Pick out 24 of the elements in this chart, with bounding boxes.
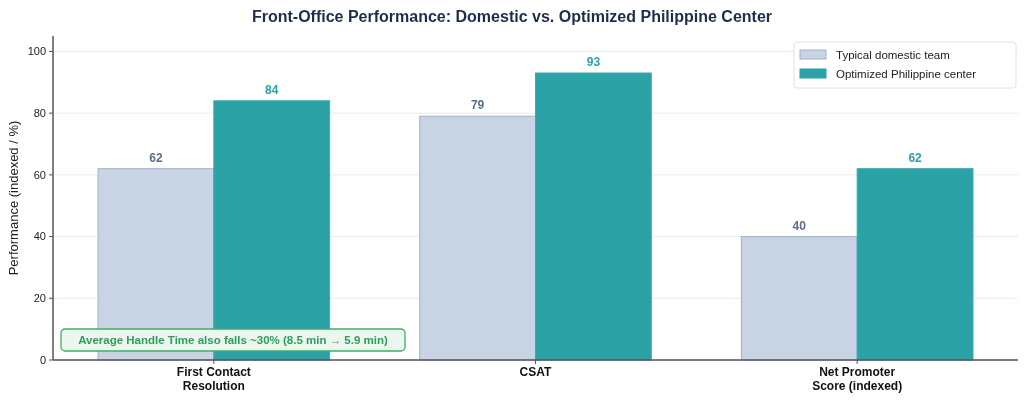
bar (856, 168, 974, 361)
data-label: 84 (265, 82, 279, 97)
x-tick-label: Net Promoter Score (indexed) (812, 365, 903, 393)
data-label: 62 (908, 150, 923, 165)
x-tick-label: CSAT (519, 365, 553, 379)
y-tick-label: 40 (33, 230, 46, 243)
bar (419, 115, 536, 361)
y-tick-label: 60 (33, 168, 46, 181)
y-tick-label: 20 (33, 292, 46, 305)
y-tick-label: 0 (39, 353, 46, 366)
bar (740, 236, 858, 361)
chart-title: Front-Office Performance: Domestic vs. Optimized Philippine Center (251, 8, 773, 25)
data-label: 93 (586, 55, 601, 70)
data-label: 62 (149, 150, 163, 165)
legend-label: Optimized Philippine center (836, 68, 977, 81)
legend-label: Typical domestic team (836, 49, 950, 62)
annotation: Average Handle Time also falls ~30% (8.5 min → 5.9 min) (78, 334, 388, 347)
y-tick-label: 100 (27, 45, 46, 58)
y-axis-title: Performance (indexed / %) (6, 120, 21, 276)
data-label: 79 (470, 98, 485, 113)
data-label: 40 (792, 218, 807, 233)
x-tick-label: First Contact Resolution (176, 365, 251, 393)
y-tick-label: 80 (33, 106, 46, 119)
bar (535, 72, 652, 361)
